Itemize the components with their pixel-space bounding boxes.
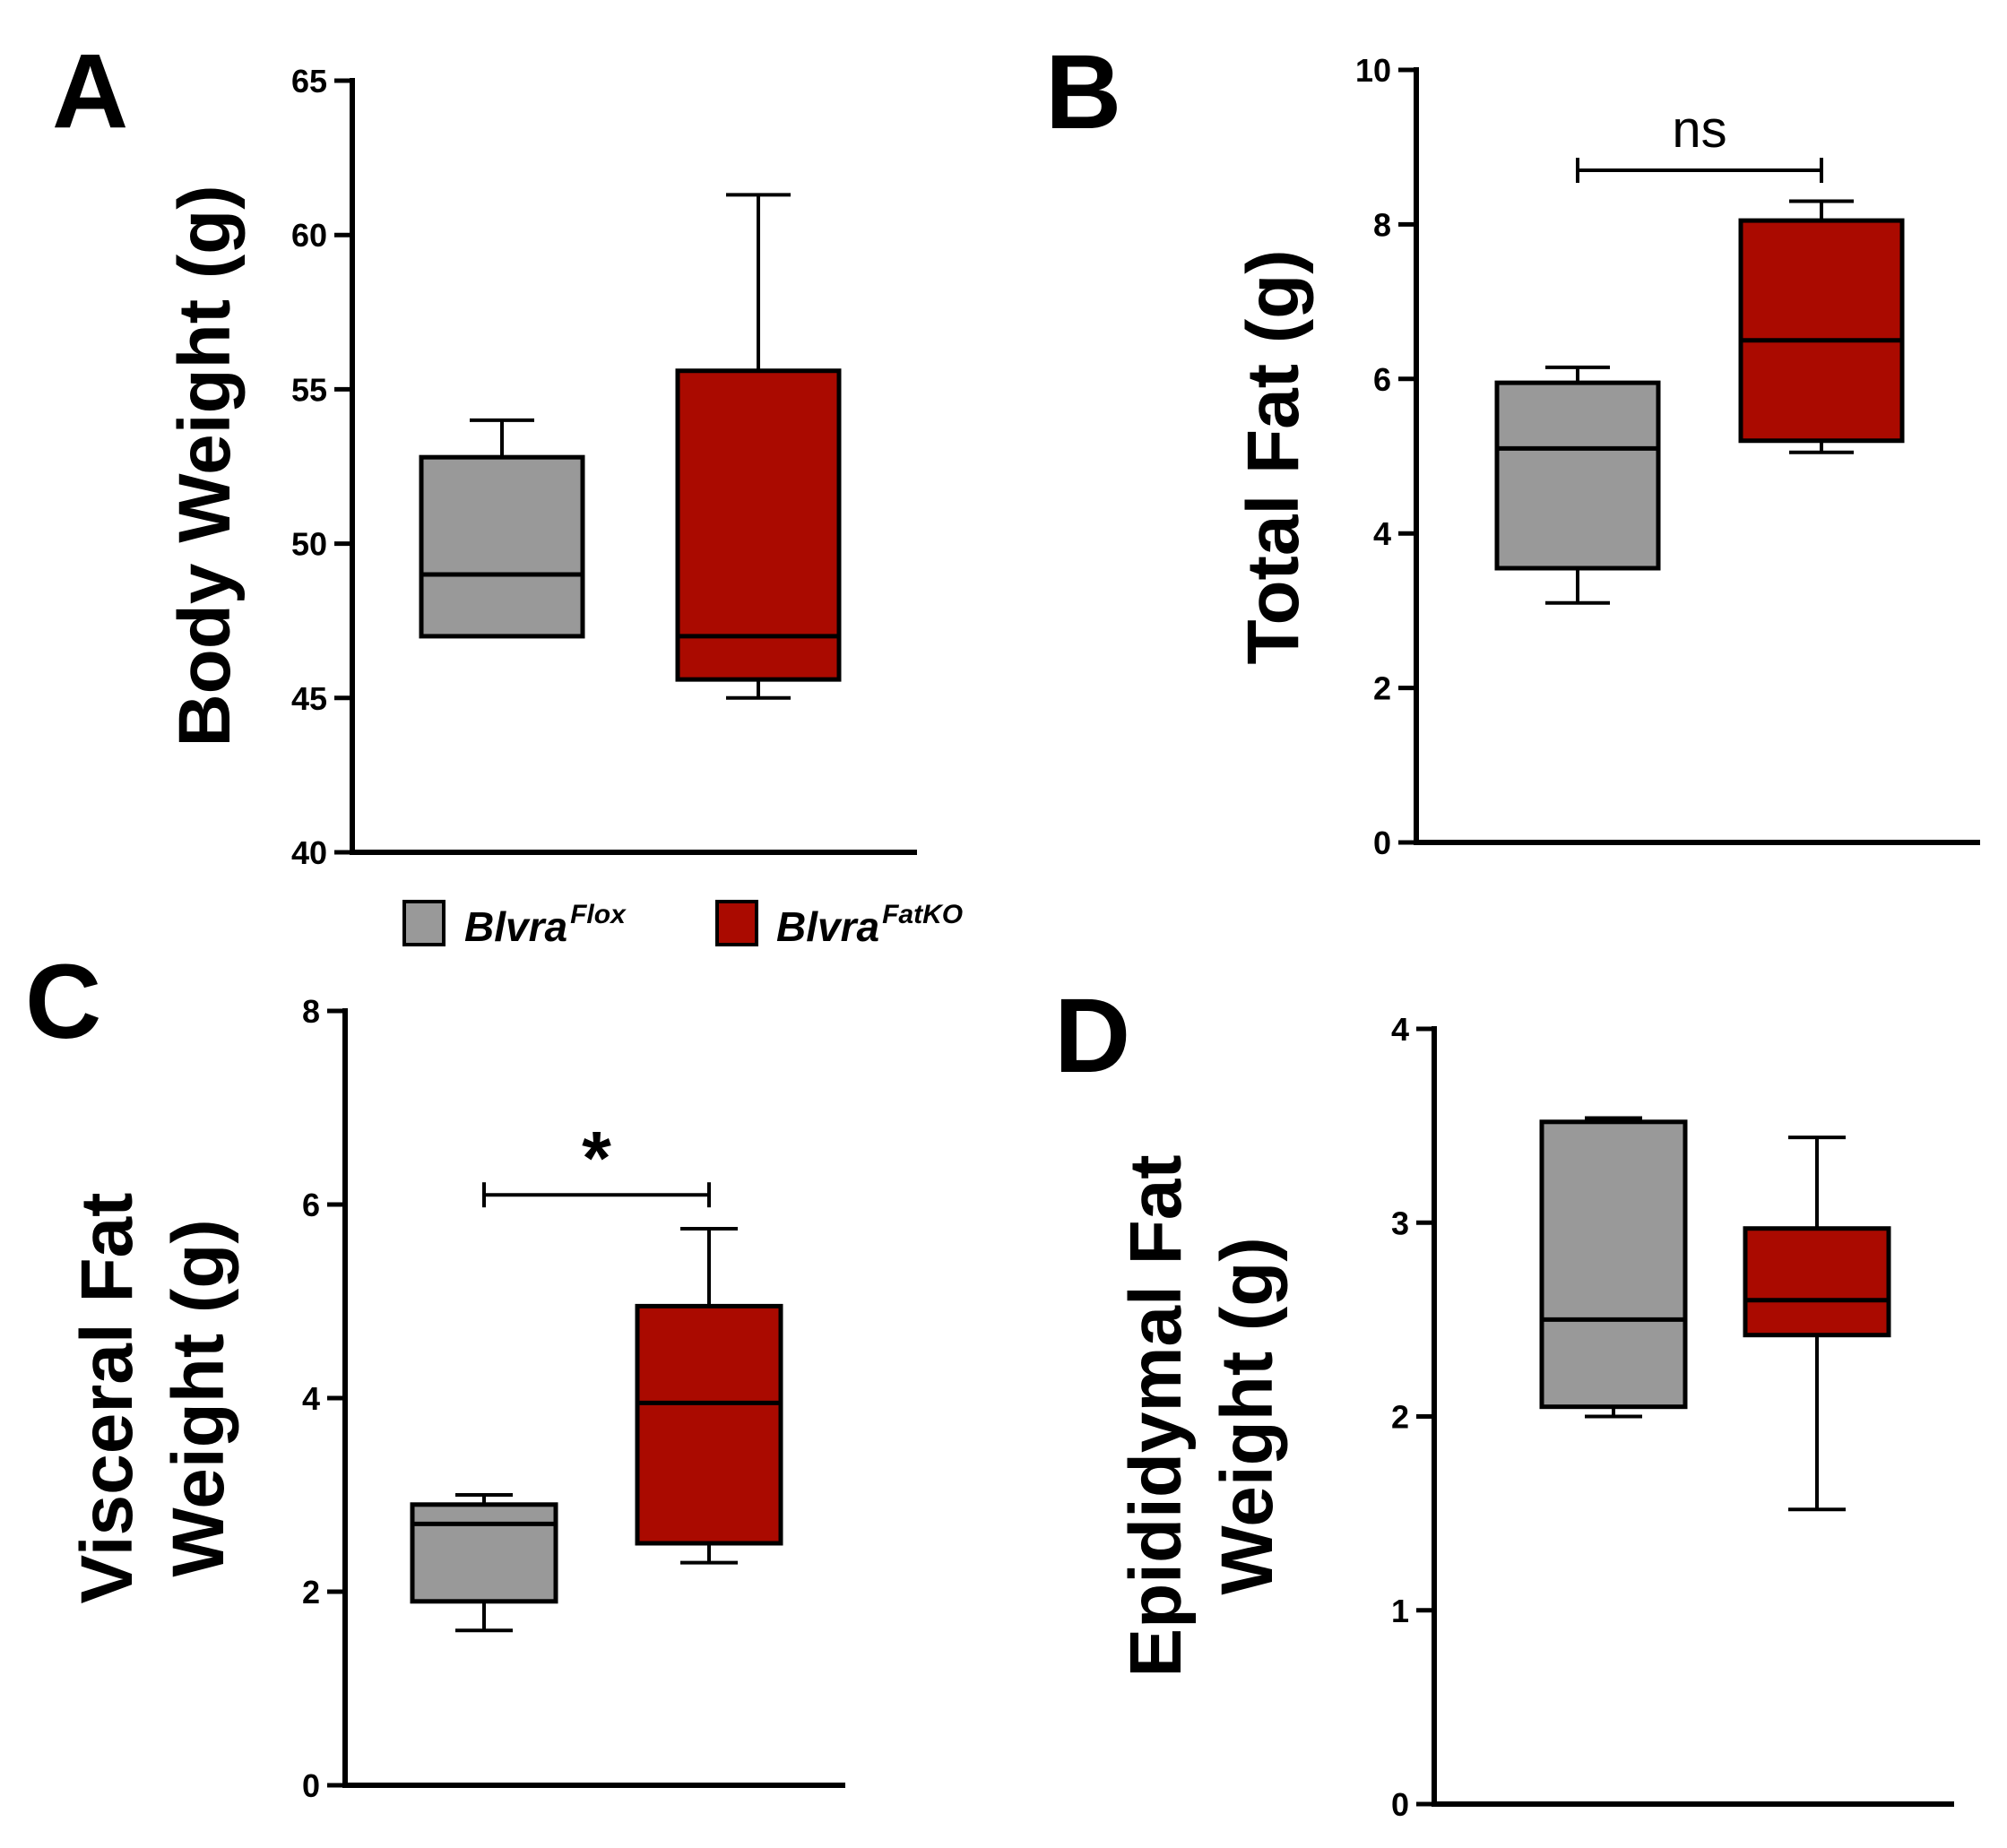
iqr-box [419,454,585,639]
panel-c: C 0 2 4 6 8 Visceral Fat Weight (g) * [25,943,845,1804]
iqr-box [635,1303,783,1546]
iqr-box [410,1502,558,1604]
iqr-box [675,368,842,682]
y-tick-label: 4 [1373,515,1391,552]
box-flox [1539,1116,1688,1419]
box-fatko [1738,199,1905,454]
iqr-box [1539,1119,1688,1410]
panel-letter: B [1045,33,1121,151]
y-tick-label: 2 [1391,1399,1409,1436]
box-flox [410,1493,558,1633]
y-tick-label: 6 [1373,361,1391,398]
panel-letter: C [25,943,101,1061]
y-tick-label: 4 [302,1380,320,1417]
legend-superscript: Flox [570,900,627,929]
y-tick-label: 0 [1391,1786,1409,1823]
y-axis-title: Body Weight (g) [164,185,246,747]
y-axis-title-line: Epididymal Fat [1115,1154,1197,1677]
box-fatko [1743,1136,1891,1512]
y-tick-label: 10 [1355,52,1391,89]
y-axis-title-line: Total Fat (g) [1233,249,1314,664]
legend: Blvra Flox Blvra FatKO [402,900,963,950]
y-tick-label: 8 [1373,206,1391,243]
significance-label: * [582,1116,611,1200]
y-tick-label: 45 [291,680,327,717]
panel-a: A 40 45 50 55 60 65 Body Weight (g) [52,32,917,871]
y-tick-label: 2 [302,1574,320,1611]
y-tick-label: 6 [302,1187,320,1223]
box-flox [419,418,585,639]
iqr-box [1494,380,1661,571]
legend-swatch [715,900,758,946]
y-tick-label: 40 [291,834,327,871]
y-tick-label: 50 [291,526,327,563]
legend-label: Blvra Flox [464,900,627,950]
panel-letter: D [1054,977,1130,1095]
y-tick-label: 4 [1391,1011,1409,1048]
legend-item: Blvra FatKO [715,900,963,950]
legend-gene-name: Blvra [776,903,879,950]
y-tick-label: 8 [302,993,320,1030]
y-tick-label: 65 [291,63,327,99]
panel-b: B 0 2 4 6 8 10 Total Fat (g) ns [1045,33,1980,861]
y-tick-label: 0 [1373,825,1391,861]
y-tick-label: 0 [302,1767,320,1804]
panel-d: D 0 1 2 3 4 Epididymal Fat Weight (g) [1054,977,1954,1823]
y-tick-label: 1 [1391,1593,1409,1629]
panel-letter: A [52,32,128,151]
iqr-box [1738,218,1905,444]
legend-label: Blvra FatKO [776,900,963,950]
box-flox [1494,365,1661,605]
y-axis-title-line: Visceral Fat [66,1193,148,1604]
y-axis-title-line: Body Weight (g) [164,185,246,747]
iqr-box [1743,1226,1891,1338]
significance-label: ns [1672,100,1726,159]
y-tick-label: 2 [1373,670,1391,707]
y-axis-title: Epididymal Fat Weight (g) [1115,1154,1288,1677]
legend-item: Blvra Flox [402,900,627,950]
significance-bracket: ns [1576,100,1823,184]
y-axis-title-line: Weight (g) [1207,1237,1288,1594]
y-axis-title: Total Fat (g) [1233,249,1314,664]
legend-superscript: FatKO [882,900,963,929]
y-tick-label: 3 [1391,1205,1409,1241]
legend-swatch [402,900,446,946]
box-fatko [635,1227,783,1565]
significance-bracket: * [482,1116,711,1208]
y-tick-label: 55 [291,371,327,408]
y-axis-title: Visceral Fat Weight (g) [66,1193,239,1604]
y-axis-title-line: Weight (g) [158,1219,239,1576]
box-fatko [675,193,842,700]
y-tick-label: 60 [291,217,327,254]
legend-gene-name: Blvra [464,903,567,950]
